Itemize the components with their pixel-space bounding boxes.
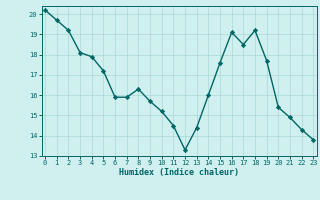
X-axis label: Humidex (Indice chaleur): Humidex (Indice chaleur) xyxy=(119,168,239,177)
